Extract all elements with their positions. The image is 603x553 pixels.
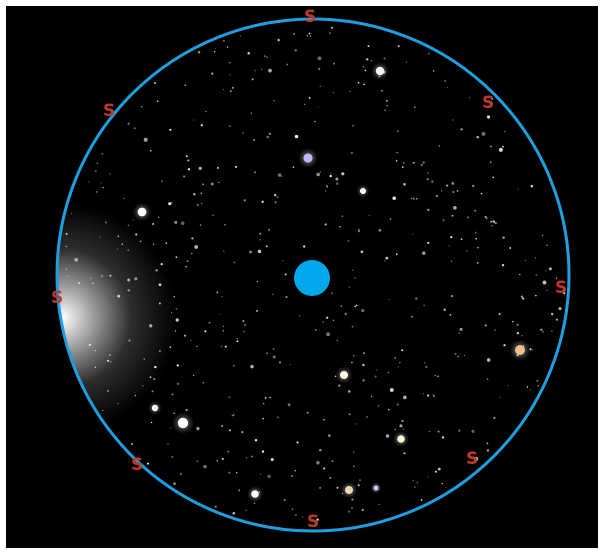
bright-star-7[interactable] (177, 417, 189, 429)
cardinal-label-bottom-left: S (131, 455, 143, 475)
cardinal-label-top-right: S (482, 93, 494, 113)
bright-star-1[interactable] (375, 66, 385, 76)
cardinal-label-bottom: S (307, 512, 319, 532)
bright-star-6[interactable] (340, 371, 348, 379)
horizon-ring (55, 17, 571, 533)
bright-star-12[interactable] (373, 485, 379, 491)
zenith-marker[interactable] (294, 260, 330, 296)
bright-star-4[interactable] (360, 188, 366, 194)
cardinal-label-right: S (555, 278, 567, 298)
cardinal-labels: S S S S S S S S (51, 7, 567, 532)
cardinal-label-left: S (51, 288, 63, 308)
bright-star-11[interactable] (251, 490, 259, 498)
bright-star-9[interactable] (397, 435, 405, 443)
bright-star-10[interactable] (345, 486, 353, 494)
cardinal-label-top: S (304, 7, 316, 27)
bright-star-3[interactable] (137, 207, 147, 217)
cardinal-label-bottom-right: S (466, 449, 478, 469)
bright-star-layer (132, 62, 531, 502)
cardinal-label-top-left: S (103, 101, 115, 121)
bright-star-5[interactable] (515, 345, 525, 355)
bright-star-8[interactable] (151, 404, 159, 412)
bright-star-2[interactable] (303, 153, 313, 163)
